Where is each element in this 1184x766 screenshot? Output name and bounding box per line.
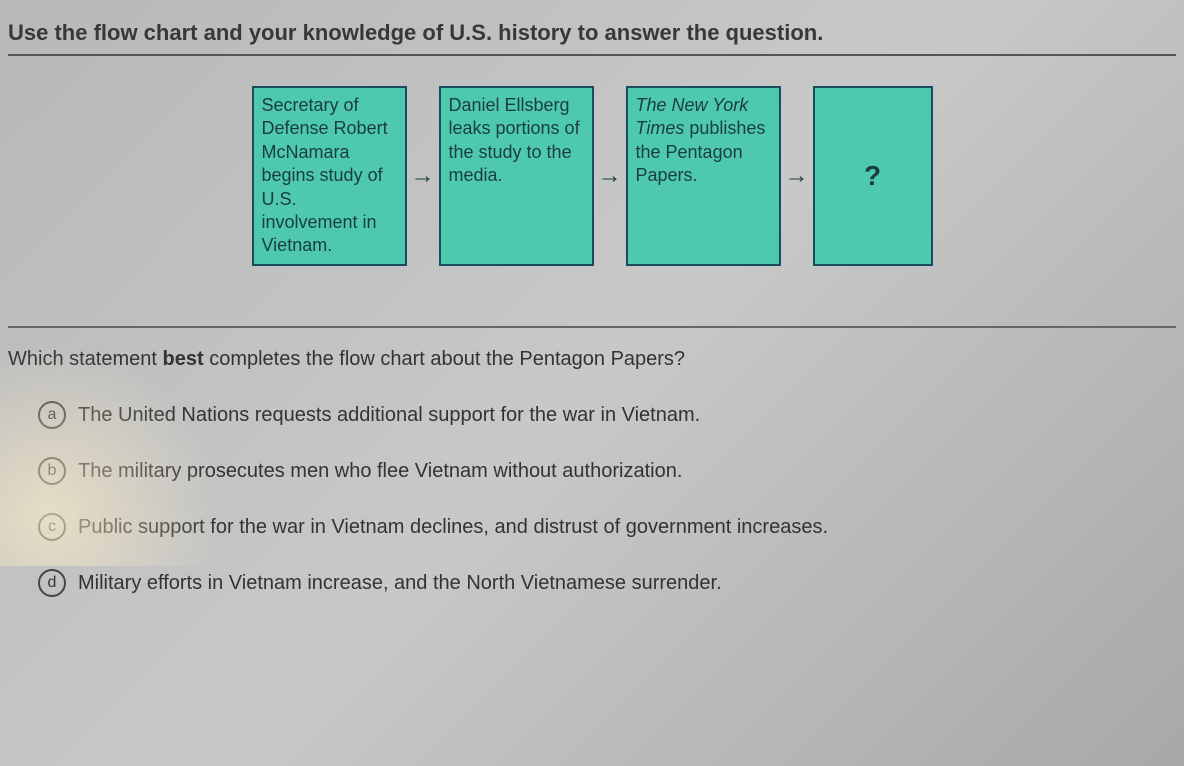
option-letter-c: c <box>38 513 66 541</box>
option-a[interactable]: a The United Nations requests additional… <box>38 401 1176 429</box>
flowchart-box-3-text: The New York Times publishes the Pentago… <box>636 94 771 188</box>
option-letter-d: d <box>38 569 66 597</box>
option-text-b: The military prosecutes men who flee Vie… <box>78 460 682 483</box>
arrow-icon: → <box>411 162 435 190</box>
question-area: Which statement best completes the flow … <box>8 326 1176 597</box>
option-text-c: Public support for the war in Vietnam de… <box>78 516 828 539</box>
flowchart-box-1-text: Secretary of Defense Robert McNamara beg… <box>262 94 397 258</box>
flowchart: Secretary of Defense Robert McNamara beg… <box>8 86 1176 266</box>
flowchart-box-4-text: ? <box>864 158 881 194</box>
instruction-text: Use the flow chart and your knowledge of… <box>8 20 1176 56</box>
option-b[interactable]: b The military prosecutes men who flee V… <box>38 457 1176 485</box>
flowchart-box-2-text: Daniel Ellsberg leaks portions of the st… <box>449 94 584 188</box>
arrow-icon: → <box>785 162 809 190</box>
question-text: Which statement best completes the flow … <box>8 348 1176 371</box>
options-list: a The United Nations requests additional… <box>8 401 1176 597</box>
option-c[interactable]: c Public support for the war in Vietnam … <box>38 513 1176 541</box>
flowchart-box-3: The New York Times publishes the Pentago… <box>626 86 781 266</box>
option-text-a: The United Nations requests additional s… <box>78 404 700 427</box>
option-letter-a: a <box>38 401 66 429</box>
flowchart-box-1: Secretary of Defense Robert McNamara beg… <box>252 86 407 266</box>
option-d[interactable]: d Military efforts in Vietnam increase, … <box>38 569 1176 597</box>
arrow-icon: → <box>598 162 622 190</box>
flowchart-box-4: ? <box>813 86 933 266</box>
option-text-d: Military efforts in Vietnam increase, an… <box>78 572 722 595</box>
option-letter-b: b <box>38 457 66 485</box>
flowchart-box-2: Daniel Ellsberg leaks portions of the st… <box>439 86 594 266</box>
